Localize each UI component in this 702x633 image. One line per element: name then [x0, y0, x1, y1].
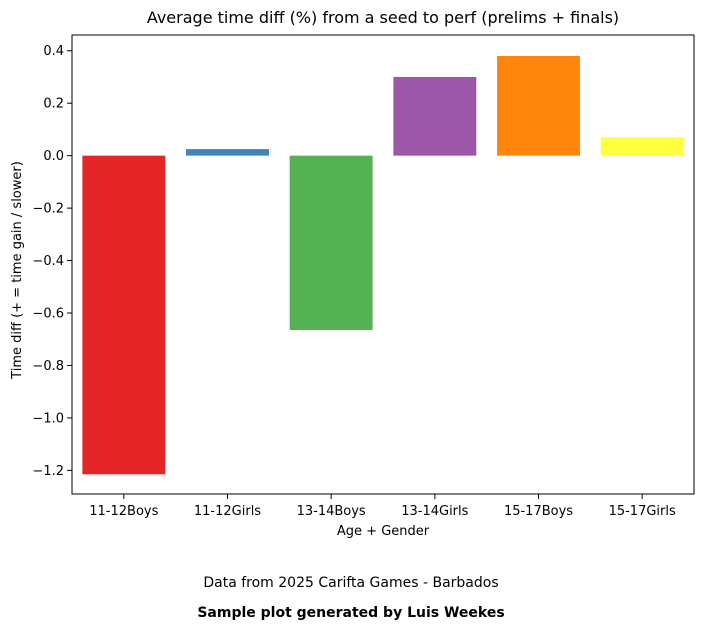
x-tick-label: 11-12Girls — [194, 504, 261, 519]
bar-13-14boys — [289, 155, 373, 331]
x-axis-label: Age + Gender — [337, 524, 430, 539]
y-tick-label: 0.0 — [43, 149, 64, 164]
bar-chart: Average time diff (%) from a seed to per… — [10, 8, 695, 539]
y-tick-label: −0.6 — [32, 307, 64, 322]
axes-layer: −1.2 −1.0 −0.8 −0.6 −0.4 −0.2 0.0 0.2 0.4 11-12Bo… — [32, 34, 695, 519]
x-tick-label: 15-17Boys — [504, 504, 573, 519]
x-tick-label: 15-17Girls — [609, 504, 676, 519]
bar-11-12boys — [82, 155, 166, 475]
x-tick-label: 11-12Boys — [89, 504, 158, 519]
x-tick-label: 13-14Boys — [297, 504, 366, 519]
x-tick-label: 13-14Girls — [401, 504, 468, 519]
data-source-caption: Data from 2025 Carifta Games - Barbados — [203, 575, 499, 591]
author-credit-caption: Sample plot generated by Luis Weekes — [197, 605, 505, 621]
y-tick-label: −1.0 — [32, 411, 64, 426]
bar-15-17girls — [600, 137, 684, 156]
bars-layer — [82, 55, 684, 475]
bar-11-12girls — [186, 149, 269, 156]
chart-title: Average time diff (%) from a seed to per… — [147, 8, 619, 27]
bar-13-14girls — [393, 76, 477, 156]
y-tick-label: 0.2 — [43, 97, 64, 112]
y-tick-label: −0.4 — [32, 254, 64, 269]
plot-frame — [71, 34, 695, 495]
y-axis-label: Time diff (+ = time gain / slower) — [10, 161, 25, 380]
bar-15-17boys — [497, 55, 580, 156]
y-tick-label: −0.2 — [32, 202, 64, 217]
y-tick-label: −1.2 — [32, 464, 64, 479]
y-tick-label: 0.4 — [43, 44, 64, 59]
y-tick-label: −0.8 — [32, 359, 64, 374]
